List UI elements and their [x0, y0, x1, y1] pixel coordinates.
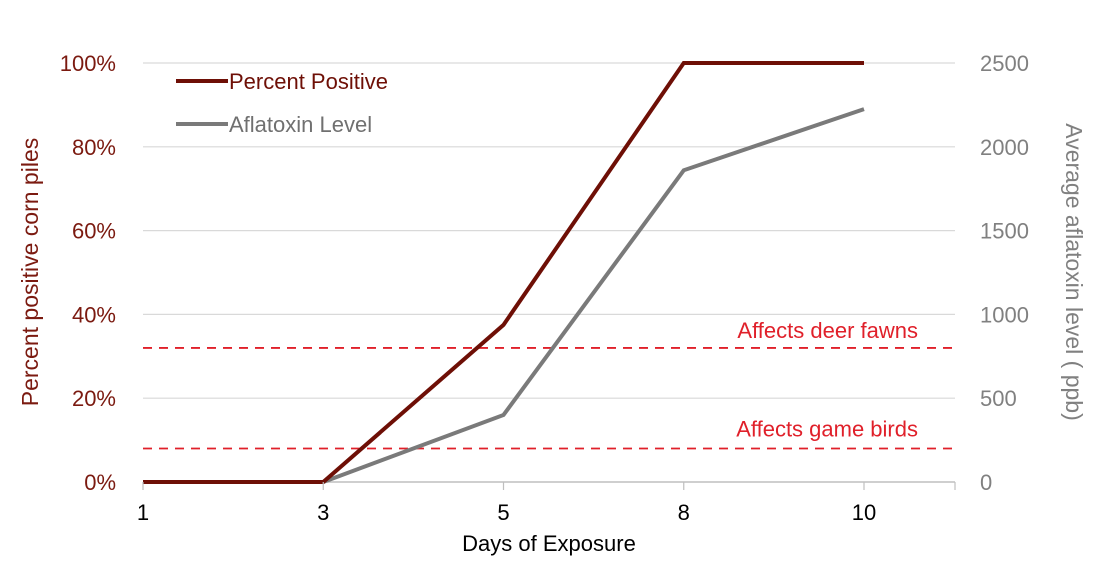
reference-line-label: Affects game birds — [736, 416, 918, 441]
left-axis-label: Percent positive corn piles — [17, 138, 43, 406]
x-tick-label: 1 — [137, 500, 149, 525]
x-tick-label: 3 — [317, 500, 329, 525]
left-tick-label: 100% — [60, 51, 116, 76]
x-tick-label: 10 — [852, 500, 876, 525]
right-axis-ticks: 0 500 1000 1500 2000 2500 — [980, 51, 1029, 495]
x-axis-label: Days of Exposure — [462, 531, 636, 556]
right-axis-label: Average aflatoxin level ( ppb) — [1061, 123, 1087, 420]
right-tick-label: 500 — [980, 386, 1017, 411]
reference-line-label: Affects deer fawns — [737, 318, 918, 343]
x-tick-label: 5 — [497, 500, 509, 525]
left-axis-ticks: 0% 20% 40% 60% 80% 100% — [60, 51, 116, 495]
legend-label: Aflatoxin Level — [229, 112, 372, 137]
left-tick-label: 20% — [72, 386, 116, 411]
left-tick-label: 60% — [72, 219, 116, 244]
right-tick-label: 2500 — [980, 51, 1029, 76]
left-tick-label: 0% — [84, 470, 116, 495]
right-tick-label: 1000 — [980, 302, 1029, 327]
x-axis-ticks: 1 3 5 8 10 — [137, 482, 956, 525]
reference-lines: Affects deer fawns Affects game birds — [143, 318, 955, 450]
series-lines — [143, 61, 865, 484]
x-tick-label: 8 — [678, 500, 690, 525]
left-tick-label: 40% — [72, 302, 116, 327]
right-tick-label: 2000 — [980, 135, 1029, 160]
series-line-percent-positive — [143, 61, 864, 484]
legend-label: Percent Positive — [229, 69, 388, 94]
right-tick-label: 0 — [980, 470, 992, 495]
right-tick-label: 1500 — [980, 219, 1029, 244]
left-tick-label: 80% — [72, 135, 116, 160]
legend: Percent Positive Aflatoxin Level — [176, 69, 388, 137]
gridlines — [143, 62, 955, 483]
